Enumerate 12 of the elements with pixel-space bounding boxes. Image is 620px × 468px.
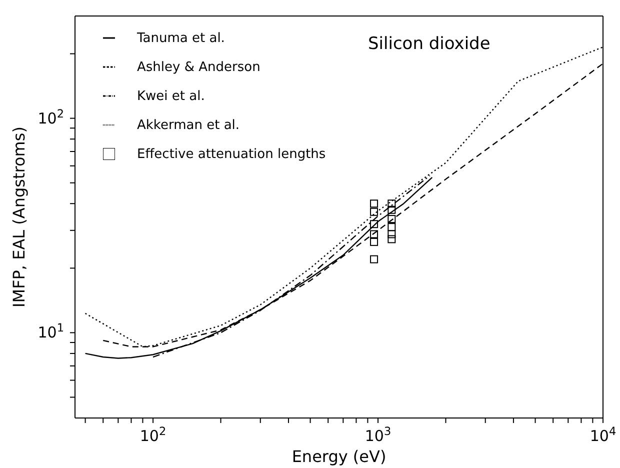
x-tick-label: 10$^{3}$: [364, 424, 392, 445]
x-tick-label: 10$^{4}$: [590, 424, 616, 445]
x-axis-title: Energy (eV): [292, 447, 386, 466]
legend-label: Effective attenuation lengths: [137, 147, 326, 162]
legend-label: Akkerman et al.: [137, 118, 240, 133]
text: Silicon dioxide: [368, 34, 490, 54]
legend-label: Ashley & Anderson: [137, 60, 260, 75]
y-axis-title: IMFP, EAL (Angstroms): [10, 126, 29, 308]
legend-label: Kwei et al.: [137, 89, 205, 104]
y-tick-label: 10$^{1}$: [38, 321, 64, 342]
x-tick-label: 10$^{2}$: [140, 424, 166, 445]
legend-label: Tanuma et al.: [137, 31, 225, 46]
